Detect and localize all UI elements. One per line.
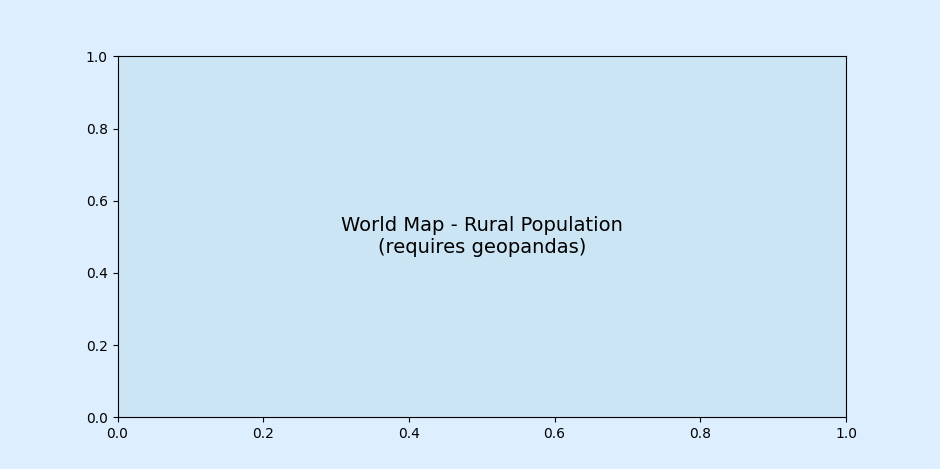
- Text: World Map - Rural Population
(requires geopandas): World Map - Rural Population (requires g…: [341, 216, 622, 257]
